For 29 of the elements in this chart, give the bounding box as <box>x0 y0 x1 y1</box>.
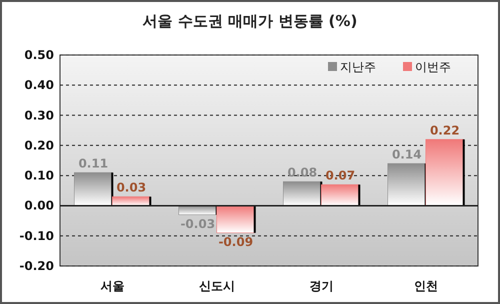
bar <box>388 163 426 206</box>
data-label: 0.08 <box>287 166 318 180</box>
data-label: -0.03 <box>180 216 216 231</box>
data-label: 0.22 <box>430 123 460 138</box>
y-tick-label: 0.40 <box>24 78 54 92</box>
y-tick-label: 0.00 <box>24 198 54 213</box>
bar <box>426 139 464 206</box>
bar <box>216 205 255 234</box>
y-tick-label: 0.30 <box>24 108 54 122</box>
y-tick-label: -0.20 <box>19 259 54 273</box>
bar <box>283 181 322 206</box>
x-tick-label: 인천 <box>414 279 438 293</box>
y-tick-label: -0.10 <box>19 228 54 243</box>
y-tick-label: 0.20 <box>24 138 54 152</box>
legend-label: 지난주 <box>340 60 376 74</box>
data-label: 0.03 <box>116 180 146 195</box>
data-label: 0.14 <box>392 148 422 162</box>
x-tick-label: 경기 <box>309 279 334 293</box>
data-label: 0.07 <box>325 168 356 183</box>
y-tick-label: 0.10 <box>24 168 54 183</box>
data-label: 0.11 <box>78 156 108 171</box>
legend-label: 이번주 <box>415 60 451 74</box>
x-tick-label: 신도시 <box>198 279 235 293</box>
x-tick-label: 서울 <box>100 279 124 293</box>
y-tick-label: 0.50 <box>24 48 54 62</box>
bar <box>74 172 112 206</box>
chart-title: 서울 수도권 매매가 변동률 (%) <box>142 12 358 30</box>
data-label: -0.09 <box>218 234 254 249</box>
bar <box>321 184 360 206</box>
